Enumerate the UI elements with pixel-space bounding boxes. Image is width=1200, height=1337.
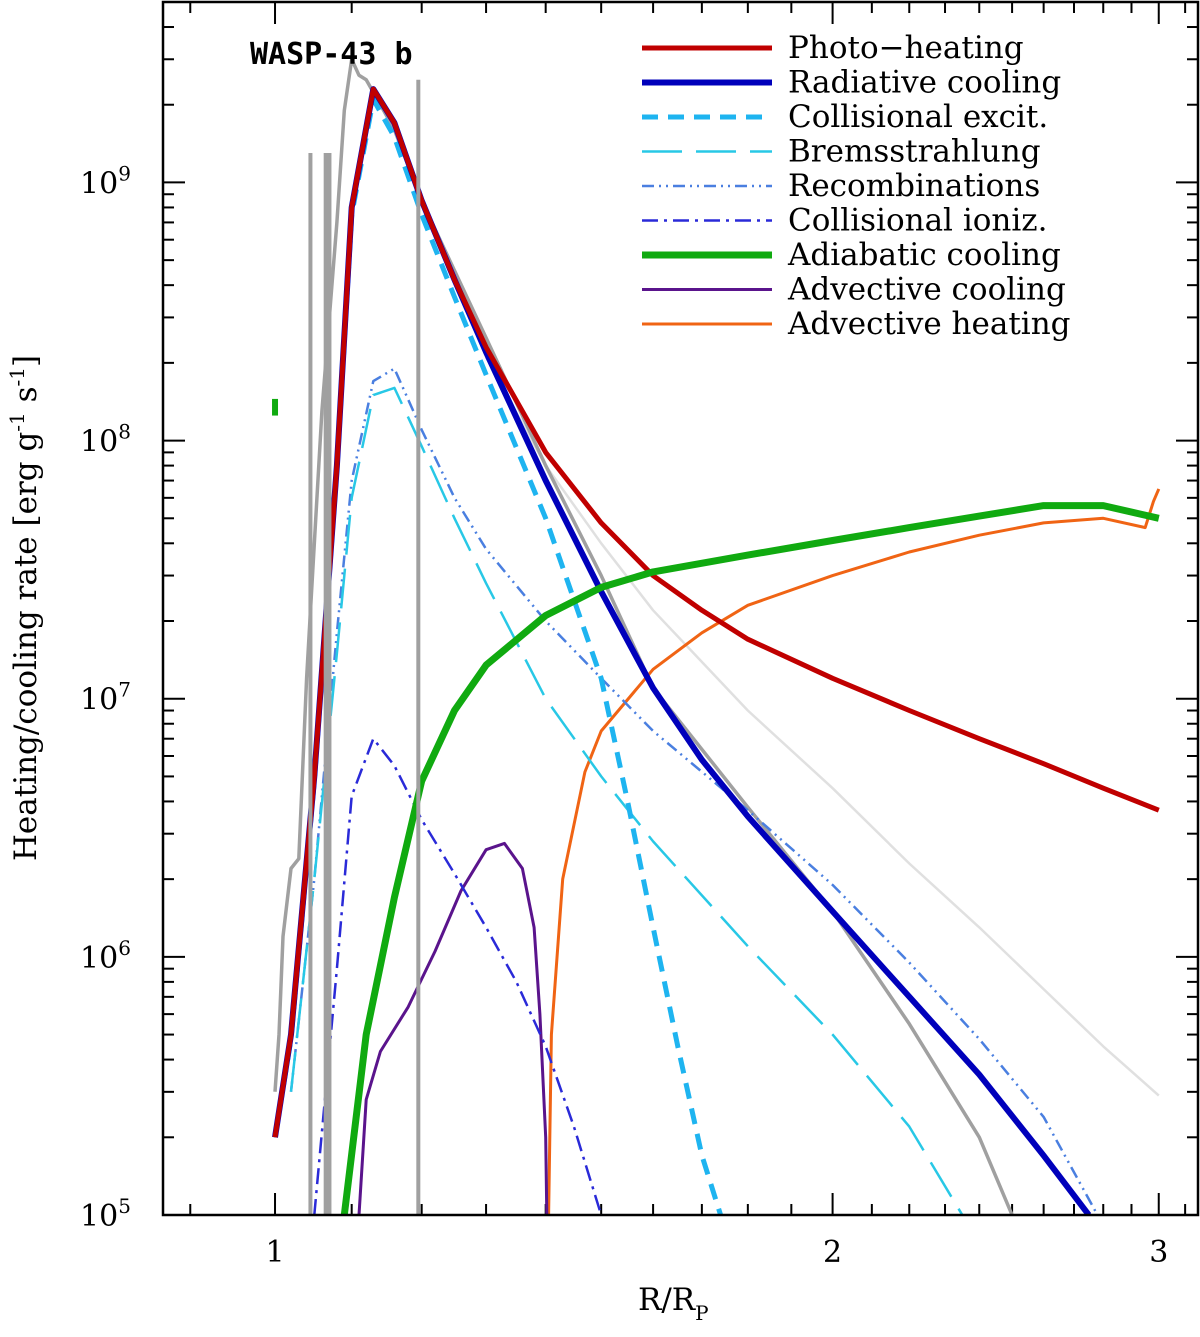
x-axis-title-main: R/R xyxy=(638,1282,697,1318)
legend-label-collisional-excit: Collisional excit. xyxy=(788,99,1048,135)
series-light-gray-model-unlabeled xyxy=(485,356,1160,1097)
series-adiabatic-cooling xyxy=(340,502,1160,1215)
y-tick-mantissa: 10 xyxy=(80,166,118,201)
y-tick-mantissa: 10 xyxy=(80,941,118,976)
y-tick-label: 105 xyxy=(80,1194,131,1234)
y-axis-title-close: ] xyxy=(8,355,44,367)
x-tick-label: 1 xyxy=(265,1235,284,1270)
series-layer xyxy=(272,57,1161,1215)
y-tick-exponent: 5 xyxy=(118,1194,131,1218)
y-axis-title-g-exp: -1 xyxy=(5,412,29,431)
series-collisional-ioniz xyxy=(313,737,603,1215)
y-tick-label: 107 xyxy=(80,678,131,718)
series-bremsstrahlung xyxy=(289,386,964,1215)
x-tick-label: 3 xyxy=(1149,1235,1168,1270)
x-axis-title: R/RP xyxy=(638,1282,709,1325)
legend-label-photo-heating: Photo−heating xyxy=(788,30,1024,66)
legend-label-bremsstrahlung: Bremsstrahlung xyxy=(788,134,1041,170)
y-tick-label: 109 xyxy=(80,161,131,201)
y-axis-title: Heating/cooling rate [erg g-1 s-1] xyxy=(5,355,44,861)
legend-label-recombinations: Recombinations xyxy=(788,168,1040,204)
y-tick-exponent: 8 xyxy=(118,420,131,444)
legend-label-advective-cooling: Advective cooling xyxy=(787,272,1066,308)
y-tick-mantissa: 10 xyxy=(80,683,118,718)
y-axis-title-main: Heating/cooling rate [erg g xyxy=(8,432,44,861)
y-tick-exponent: 7 xyxy=(118,678,131,702)
legend-label-advective-heating: Advective heating xyxy=(787,306,1071,342)
y-tick-exponent: 9 xyxy=(118,161,131,185)
series-collisional-excit xyxy=(272,96,723,1215)
series-photo-heating xyxy=(272,86,1160,1138)
y-tick-exponent: 6 xyxy=(118,936,131,960)
y-tick-label: 108 xyxy=(80,420,131,460)
y-tick-mantissa: 10 xyxy=(80,425,118,460)
series-advective-heating xyxy=(547,488,1161,1215)
y-tick-label: 106 xyxy=(80,936,131,976)
plot-area-background xyxy=(163,2,1198,1215)
chart-title: WASP-43 b xyxy=(250,37,413,72)
x-tick-label: 2 xyxy=(823,1235,842,1270)
legend-label-radiative-cooling: Radiative cooling xyxy=(788,65,1061,101)
legend-label-adiabatic-cooling: Adiabatic cooling xyxy=(787,237,1061,273)
x-axis-title-sub: P xyxy=(695,1301,708,1325)
axis-ticks xyxy=(163,1,1198,1216)
plot-frame xyxy=(161,0,1200,1217)
series-advective-cooling xyxy=(357,841,549,1215)
y-axis-title-s: s xyxy=(8,386,44,412)
y-axis-title-s-exp: -1 xyxy=(5,367,29,386)
series-recombinations xyxy=(289,367,1099,1215)
gray-spikes xyxy=(308,79,421,1215)
y-tick-mantissa: 10 xyxy=(80,1199,118,1234)
legend-label-collisional-ioniz: Collisional ioniz. xyxy=(788,203,1047,239)
